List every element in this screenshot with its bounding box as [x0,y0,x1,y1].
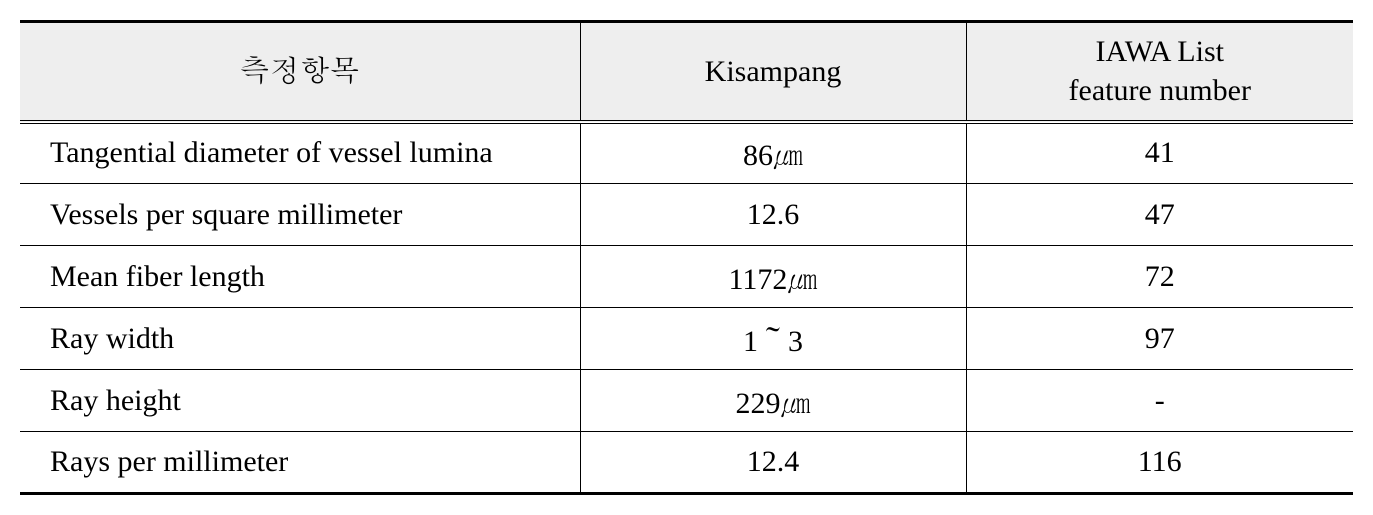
cell-item: Rays per millimeter [20,432,580,494]
col-header-item: 측정항목 [20,22,580,122]
table-row: Vessels per square millimeter 12.6 47 [20,184,1353,246]
cell-item: Vessels per square millimeter [20,184,580,246]
col-header-iawa-line2: feature number [968,71,1353,110]
table-row: Ray width 1～3 97 [20,308,1353,370]
cell-value: 1172㎛ [580,246,966,308]
cell-value: 12.4 [580,432,966,494]
cell-feature: - [966,370,1353,432]
table-row: Mean fiber length 1172㎛ 72 [20,246,1353,308]
cell-feature: 72 [966,246,1353,308]
cell-item: Tangential diameter of vessel lumina [20,122,580,184]
table-row: Tangential diameter of vessel lumina 86㎛… [20,122,1353,184]
col-header-kisampang: Kisampang [580,22,966,122]
cell-value: 12.6 [580,184,966,246]
cell-value: 1～3 [580,308,966,370]
cell-item: Ray width [20,308,580,370]
table-header-row: 측정항목 Kisampang IAWA List feature number [20,22,1353,122]
cell-feature: 47 [966,184,1353,246]
col-header-iawa: IAWA List feature number [966,22,1353,122]
cell-item: Mean fiber length [20,246,580,308]
col-header-iawa-line1: IAWA List [968,32,1353,71]
cell-item: Ray height [20,370,580,432]
cell-feature: 116 [966,432,1353,494]
cell-value: 86㎛ [580,122,966,184]
cell-value: 229㎛ [580,370,966,432]
cell-feature: 41 [966,122,1353,184]
table-row: Rays per millimeter 12.4 116 [20,432,1353,494]
measurements-table: 측정항목 Kisampang IAWA List feature number … [20,20,1353,495]
table-row: Ray height 229㎛ - [20,370,1353,432]
cell-feature: 97 [966,308,1353,370]
